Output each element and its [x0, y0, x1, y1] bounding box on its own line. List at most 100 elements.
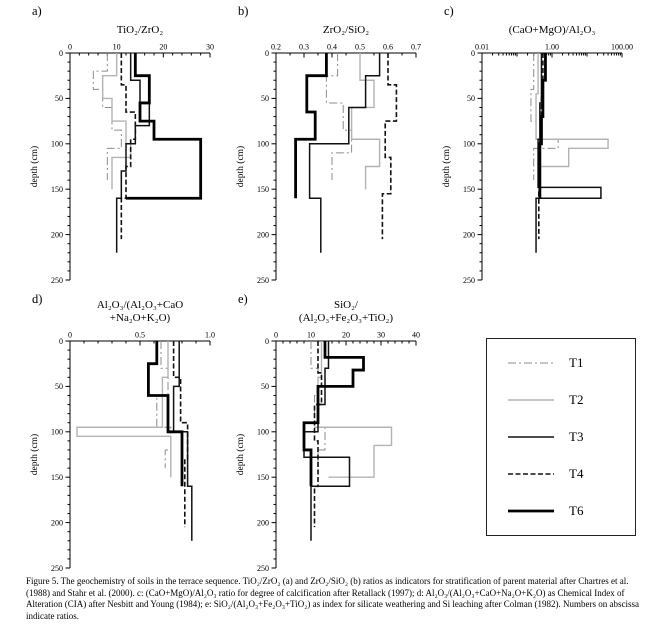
y-tick-label: 200 [51, 518, 63, 527]
x-tick-label: 0.3 [299, 43, 309, 52]
panel-label-c: c) [444, 4, 454, 18]
legend-label: T1 [569, 355, 584, 370]
series-t6 [294, 53, 328, 199]
series-t3 [535, 53, 602, 253]
panel-title-d: Al₂O₃/(Al₂O₃+CaO +Na₂O+K₂O) [96, 299, 184, 325]
series-t3 [115, 53, 151, 253]
legend-wrap: T1 T2 T3 T4 T6 [486, 338, 636, 572]
legend-item-t3: T3 [507, 429, 615, 445]
series-t1 [325, 53, 353, 181]
x-tick-label: 0.01 [475, 43, 489, 52]
series-t6 [538, 53, 547, 199]
y-tick-label: 150 [463, 185, 475, 194]
depth-profile-chart-a: 0 10 20 30 0 50 100 150 200 250 depth (cm) [29, 43, 214, 285]
y-axis-title: depth (cm) [29, 146, 40, 187]
series-t4 [120, 53, 137, 240]
y-tick-label: 0 [59, 337, 63, 346]
y-tick-label: 150 [257, 473, 269, 482]
panel-d-header: d) Al₂O₃/(Al₂O₃+CaO +Na₂O+K₂O) [26, 292, 232, 326]
series-t2 [535, 53, 609, 190]
y-tick-label: 100 [51, 428, 63, 437]
y-tick-label: 100 [257, 428, 269, 437]
axes [65, 52, 211, 281]
legend-box: T1 T2 T3 T4 T6 [486, 338, 636, 536]
legend-line-sample-t4 [508, 473, 554, 475]
y-tick-label: 50 [55, 94, 63, 103]
x-tick-label: 1.0 [205, 331, 215, 340]
axes [65, 340, 211, 569]
panel-e-header: e) SiO₂/ (Al₂O₃+Fe₂O₃+TiO₂) [232, 292, 438, 326]
legend-label: T2 [569, 392, 584, 407]
y-axis-title: depth (cm) [235, 146, 246, 187]
y-tick-label: 200 [463, 230, 475, 239]
y-tick-label: 250 [257, 564, 269, 573]
y-tick-label: 50 [467, 94, 475, 103]
chart-panel-e: e) SiO₂/ (Al₂O₃+Fe₂O₃+TiO₂) 0 10 20 30 40 0 50… [232, 292, 438, 573]
series-t6 [302, 341, 365, 487]
y-tick-label: 250 [51, 564, 63, 573]
y-tick-label: 100 [463, 140, 475, 149]
panel-label-d: d) [32, 292, 43, 306]
x-tick-label: 0.2 [271, 43, 281, 52]
legend-label: T4 [569, 466, 584, 481]
y-tick-label: 100 [257, 140, 269, 149]
x-tick-label: 10 [113, 43, 121, 52]
y-tick-label: 250 [463, 276, 475, 285]
x-tick-label: 1.00 [545, 43, 559, 52]
legend-line-sample-t6 [508, 509, 554, 513]
x-tick-label: 20 [159, 43, 167, 52]
series-t2 [101, 53, 132, 190]
x-tick-label: 10 [307, 331, 315, 340]
x-tick-label: 30 [377, 331, 385, 340]
chart-panel-a: a) TiO₂/ZrO₂ 0 10 20 30 0 50 100 150 200 250 depth… [26, 4, 232, 285]
legend-line-sample-t2 [508, 399, 554, 401]
y-tick-label: 150 [51, 185, 63, 194]
chart-panel-d: d) Al₂O₃/(Al₂O₃+CaO +Na₂O+K₂O) 0 0.5 1.0 0 5… [26, 292, 232, 573]
axes [477, 52, 623, 281]
legend-line-sample-t1 [508, 362, 554, 364]
chart-panel-b: b) ZrO₂/SiO₂ 0.2 0.3 0.4 0.5 0.6 0.7 0 50 100 150… [232, 4, 438, 285]
y-tick-label: 0 [265, 49, 269, 58]
y-tick-label: 250 [257, 276, 269, 285]
y-tick-label: 50 [261, 94, 269, 103]
panel-label-b: b) [238, 4, 249, 18]
legend-line-sample-t3 [508, 436, 554, 438]
series-t2 [350, 53, 381, 190]
panel-label-a: a) [32, 4, 42, 18]
depth-profile-chart-e: 0 10 20 30 40 0 50 100 150 200 250 depth (cm) [235, 331, 420, 573]
series-t2 [76, 341, 172, 478]
y-tick-label: 100 [51, 140, 63, 149]
panel-label-e: e) [238, 292, 248, 306]
panel-title-a: TiO₂/ZrO₂ [116, 24, 164, 37]
figure-caption: Figure 5. The geochemistry of soils in t… [26, 576, 640, 622]
series-t1 [310, 341, 326, 469]
y-tick-label: 0 [59, 49, 63, 58]
depth-profile-chart-d: 0 0.5 1.0 0 50 100 150 200 250 depth (cm) [29, 331, 215, 573]
x-tick-label: 100.00 [611, 43, 633, 52]
panel-a-header: a) TiO₂/ZrO₂ [26, 4, 232, 38]
y-axis-title: depth (cm) [235, 434, 246, 475]
y-axis-title: depth (cm) [441, 146, 452, 187]
x-tick-label: 0.5 [135, 331, 145, 340]
x-tick-label: 40 [412, 331, 420, 340]
x-tick-label: 0 [68, 331, 72, 340]
x-tick-label: 0.7 [411, 43, 421, 52]
series-t4 [172, 341, 189, 528]
axes [271, 340, 417, 569]
panel-title-b: ZrO₂/SiO₂ [322, 24, 370, 37]
series-t1 [92, 53, 122, 181]
y-tick-label: 150 [51, 473, 63, 482]
axes [271, 52, 417, 281]
legend-item-t6: T6 [507, 503, 615, 519]
legend-item-t4: T4 [507, 466, 615, 482]
x-tick-label: 0 [274, 331, 278, 340]
x-tick-label: 30 [206, 43, 214, 52]
y-tick-label: 200 [257, 518, 269, 527]
x-tick-label: 0.4 [327, 43, 337, 52]
series-t4 [381, 53, 398, 240]
panel-title-e: SiO₂/ (Al₂O₃+Fe₂O₃+TiO₂) [298, 299, 394, 325]
series-t3 [308, 53, 381, 253]
y-tick-label: 50 [55, 382, 63, 391]
x-tick-label: 20 [342, 331, 350, 340]
